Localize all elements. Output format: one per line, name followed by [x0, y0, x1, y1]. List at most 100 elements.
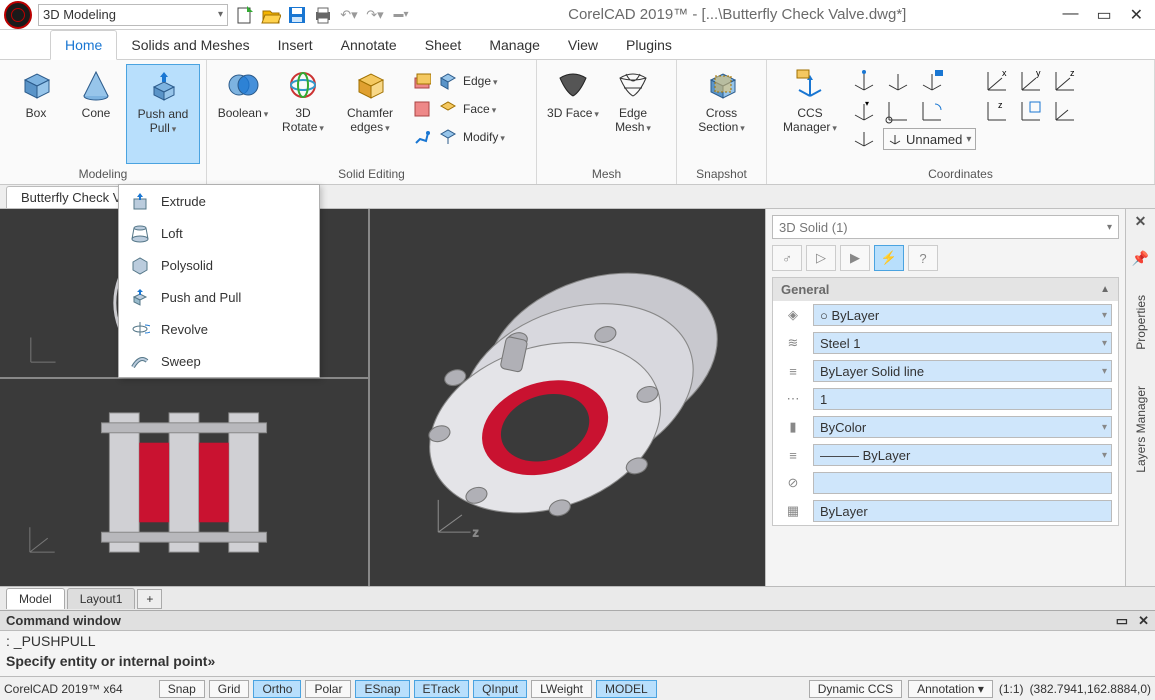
annotation-button[interactable]: Annotation ▾ — [908, 680, 993, 698]
icon-s1[interactable] — [411, 70, 433, 92]
toggle-polar[interactable]: Polar — [305, 680, 351, 698]
tab-sheet[interactable]: Sheet — [411, 31, 476, 59]
workspace-label: 3D Modeling — [43, 7, 116, 22]
ccs-grid-3[interactable]: z — [1052, 68, 1078, 94]
tab-layers-manager[interactable]: Layers Manager — [1132, 378, 1150, 481]
prop-value-plot[interactable]: ——— ByLayer▾ — [813, 444, 1112, 466]
tab-properties[interactable]: Properties — [1132, 287, 1150, 358]
qat-more-icon[interactable]: ▬▾ — [390, 4, 412, 26]
prop-value-layer[interactable]: Steel 1▾ — [813, 332, 1112, 354]
panel-close-icon[interactable]: ✕ — [1135, 213, 1147, 230]
cmd-close-icon[interactable]: ✕ — [1138, 613, 1149, 628]
prop-value-link[interactable] — [813, 472, 1112, 494]
sheet-tab-layout1[interactable]: Layout1 — [67, 588, 136, 609]
maximize-button[interactable]: ▭ — [1096, 5, 1111, 25]
ccs-grid-2[interactable]: y — [1018, 68, 1044, 94]
tab-insert[interactable]: Insert — [264, 31, 327, 59]
push-pull-button[interactable]: Push and Pull — [126, 64, 200, 164]
edge-mesh-button[interactable]: Edge Mesh — [603, 64, 663, 164]
icon-s4[interactable] — [437, 98, 459, 120]
ccs-name-dropdown[interactable]: Unnamed ▾ — [883, 128, 976, 150]
toggle-etrack[interactable]: ETrack — [414, 680, 470, 698]
prop-value-lweight[interactable]: ByColor▾ — [813, 416, 1112, 438]
toggle-qinput[interactable]: QInput — [473, 680, 527, 698]
chamfer-edges-button[interactable]: Chamfer edges — [333, 64, 407, 164]
save-icon[interactable] — [286, 4, 308, 26]
toggle-esnap[interactable]: ESnap — [355, 680, 409, 698]
menu-polysolid[interactable]: Polysolid — [119, 249, 319, 281]
icon-s6[interactable] — [437, 126, 459, 148]
ccs-grid-4[interactable]: z — [984, 98, 1010, 124]
modify-label[interactable]: Modify — [463, 130, 505, 144]
icon-s2[interactable] — [437, 70, 459, 92]
prop-value-ltype[interactable]: ByLayer Solid line▾ — [813, 360, 1112, 382]
undo-icon[interactable]: ↶▾ — [338, 4, 360, 26]
ccs-grid-5[interactable] — [1018, 98, 1044, 124]
icon-s3[interactable] — [411, 98, 433, 120]
cone-button[interactable]: Cone — [66, 64, 126, 164]
ccs-grid-1[interactable]: x — [984, 68, 1010, 94]
sheet-tab-model[interactable]: Model — [6, 588, 65, 609]
minimize-button[interactable]: — — [1062, 5, 1078, 25]
tab-view[interactable]: View — [554, 31, 612, 59]
new-icon[interactable] — [234, 4, 256, 26]
prop-btn-4[interactable]: ⚡ — [874, 245, 904, 271]
prop-value-color[interactable]: ○ ByLayer▾ — [813, 304, 1112, 326]
toggle-snap[interactable]: Snap — [159, 680, 205, 698]
selection-dropdown[interactable]: 3D Solid (1)▾ — [772, 215, 1119, 239]
viewport[interactable]: z — [0, 209, 765, 586]
ccs-icon-4[interactable]: ▾ — [851, 98, 877, 124]
toggle-ortho[interactable]: Ortho — [253, 680, 301, 698]
redo-icon[interactable]: ↷▾ — [364, 4, 386, 26]
ccs-icon-2[interactable] — [885, 68, 911, 94]
workspace-dropdown[interactable]: 3D Modeling▾ — [38, 4, 228, 26]
prop-btn-help[interactable]: ? — [908, 245, 938, 271]
link-icon: ⊘ — [773, 475, 813, 491]
tab-home[interactable]: Home — [50, 30, 117, 60]
ccs-icon-3[interactable] — [919, 68, 945, 94]
group-label-solidediting: Solid Editing — [213, 164, 530, 184]
prop-btn-2[interactable]: ▷ — [806, 245, 836, 271]
add-sheet-button[interactable]: + — [137, 589, 162, 609]
boolean-button[interactable]: Boolean — [213, 64, 273, 164]
icon-s5[interactable] — [411, 126, 433, 148]
tab-manage[interactable]: Manage — [475, 31, 554, 59]
cmd-restore-icon[interactable]: ▭ — [1116, 613, 1128, 628]
prop-btn-3[interactable]: ▶ — [840, 245, 870, 271]
prop-value-lscale[interactable]: 1 — [813, 388, 1112, 410]
menu-push-and-pull[interactable]: Push and Pull — [119, 281, 319, 313]
ccs-icon-6[interactable] — [919, 98, 945, 124]
toggle-grid[interactable]: Grid — [209, 680, 250, 698]
edge-label[interactable]: Edge — [463, 74, 498, 88]
menu-loft[interactable]: Loft — [119, 217, 319, 249]
command-line-1[interactable]: : _PUSHPULL — [0, 631, 1155, 651]
ccs-icon-1[interactable] — [851, 68, 877, 94]
close-button[interactable]: ✕ — [1130, 5, 1143, 25]
menu-revolve[interactable]: Revolve — [119, 313, 319, 345]
box-button[interactable]: Box — [6, 64, 66, 164]
ccs-manager-button[interactable]: CCS Manager — [773, 64, 847, 164]
dynamic-ccs-button[interactable]: Dynamic CCS — [809, 680, 902, 698]
3d-rotate-button[interactable]: 3D Rotate — [273, 64, 333, 164]
menu-extrude[interactable]: Extrude — [119, 185, 319, 217]
tab-plugins[interactable]: Plugins — [612, 31, 686, 59]
menu-sweep[interactable]: Sweep — [119, 345, 319, 377]
ccs-grid-6[interactable] — [1052, 98, 1078, 124]
ccs-icon-5[interactable] — [885, 98, 911, 124]
prop-value-transp[interactable]: ByLayer — [813, 500, 1112, 522]
toggle-lweight[interactable]: LWeight — [531, 680, 592, 698]
ccs-icon-7[interactable] — [851, 128, 877, 150]
print-icon[interactable] — [312, 4, 334, 26]
tab-solids-and-meshes[interactable]: Solids and Meshes — [117, 31, 263, 59]
toggle-model[interactable]: MODEL — [596, 680, 657, 698]
face-label[interactable]: Face — [463, 102, 496, 116]
pin-icon[interactable]: 📌 — [1132, 250, 1149, 267]
cross-section-button[interactable]: Cross Section — [685, 64, 759, 164]
section-general[interactable]: General▲ — [773, 278, 1118, 301]
3d-face-button[interactable]: 3D Face — [543, 64, 603, 164]
open-icon[interactable] — [260, 4, 282, 26]
prop-btn-1[interactable]: ♂ — [772, 245, 802, 271]
command-line-2[interactable]: Specify entity or internal point» — [0, 651, 1155, 671]
tab-annotate[interactable]: Annotate — [327, 31, 411, 59]
svg-text:y: y — [1036, 68, 1041, 78]
